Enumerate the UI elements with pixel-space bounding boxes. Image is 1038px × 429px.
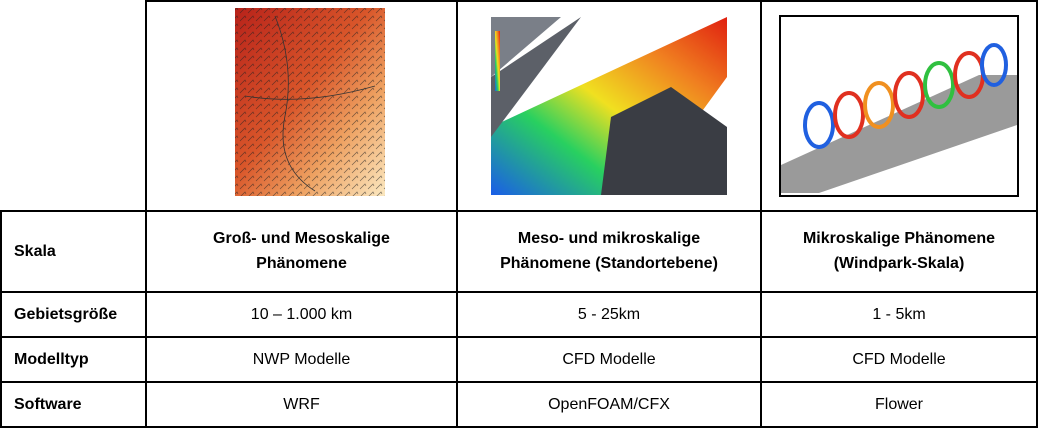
cell: CFD Modelle [456, 336, 762, 383]
cell: CFD Modelle [760, 336, 1038, 383]
cell: 5 - 25km [456, 291, 762, 338]
table-row: Modelltyp NWP Modelle CFD Modelle CFD Mo… [0, 336, 1038, 383]
cell: 1 - 5km [760, 291, 1038, 338]
cell-text: Mikroskalige Phänomene (Windpark-Skala) [802, 229, 996, 272]
cell: WRF [145, 381, 458, 428]
cell: Mikroskalige Phänomene (Windpark-Skala) [760, 210, 1038, 293]
cell-text: Meso- und mikroskalige Phänomene (Stando… [500, 229, 718, 272]
cell-text: Groß- und Mesoskalige Phänomene [213, 229, 390, 272]
table-row: Skala Groß- und Mesoskalige Phänomene Me… [0, 210, 1038, 293]
weather-map-image [214, 6, 389, 206]
cell: NWP Modelle [145, 336, 458, 383]
cell: Groß- und Mesoskalige Phänomene [145, 210, 458, 293]
cell: Meso- und mikroskalige Phänomene (Stando… [456, 210, 762, 293]
image-cell [456, 0, 762, 212]
windpark-image [779, 15, 1019, 197]
image-cell [760, 0, 1038, 212]
cell: Flower [760, 381, 1038, 428]
row-header: Skala [0, 210, 147, 293]
row-header: Gebietsgröße [0, 291, 147, 338]
cell: OpenFOAM/CFX [456, 381, 762, 428]
table-row: Gebietsgröße 10 – 1.000 km 5 - 25km 1 - … [0, 291, 1038, 338]
empty-cell [1, 1, 147, 212]
image-cell [145, 0, 458, 212]
image-row [1, 0, 1038, 212]
cell: 10 – 1.000 km [145, 291, 458, 338]
row-header: Software [0, 381, 147, 428]
cfd-image [491, 17, 727, 195]
row-header: Modelltyp [0, 336, 147, 383]
table-row: Software WRF OpenFOAM/CFX Flower [0, 381, 1038, 428]
